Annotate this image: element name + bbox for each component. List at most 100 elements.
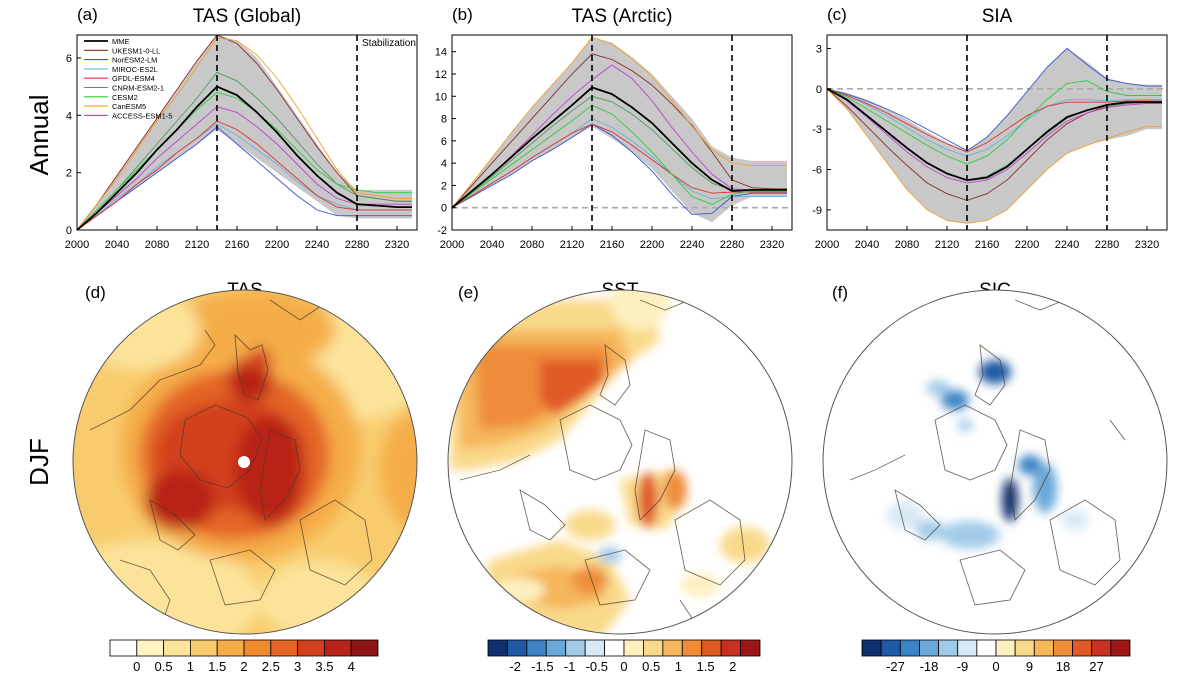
legend-label-miroc-es2l: MIROC-ES2L xyxy=(112,65,158,74)
panel-b-ytick-label: 4 xyxy=(441,158,447,170)
panel-b-ytick-label: 10 xyxy=(435,91,447,103)
colorbar-4-tick-label: 0 xyxy=(620,659,627,674)
colorbar-4-segment xyxy=(720,639,741,657)
panel-b-series-ukesm1-0-ll xyxy=(452,53,787,209)
panel-b-ytick-label: 0 xyxy=(441,203,447,215)
panel-a-series-gfdl-esm4 xyxy=(77,120,412,230)
colorbar-5-tick-label: 9 xyxy=(1026,659,1033,674)
colorbar-4-tick-label: 0.5 xyxy=(642,659,660,674)
panel-b-tag: (b) xyxy=(452,5,473,24)
panel-b-xtick-label: 2240 xyxy=(680,239,704,251)
panel-b-ytick-label: 14 xyxy=(435,47,447,59)
colorbar-3-segment xyxy=(136,639,165,657)
panel-a-series-mme xyxy=(77,85,412,230)
panel-a-ytick-label: 2 xyxy=(66,168,72,180)
panel-b-ytick-label: 2 xyxy=(441,180,447,192)
legend-label-canesm5: CanESM5 xyxy=(112,102,146,111)
panel-b-xtick-label: 2000 xyxy=(440,239,464,251)
colorbar-5-segment xyxy=(880,639,901,657)
colorbar-5-segment xyxy=(1110,639,1131,657)
colorbar-5-segment xyxy=(1072,639,1093,657)
panel-a-series-canesm5 xyxy=(77,37,412,230)
colorbar-3-segment xyxy=(163,639,191,657)
panel-b-ytick-label: 8 xyxy=(441,114,447,126)
panel-c-ytick-label: 0 xyxy=(816,84,822,96)
colorbar-5-tick-label: 0 xyxy=(992,659,999,674)
map-f-outline xyxy=(822,289,1168,635)
panel-c-series-access-esm1-5 xyxy=(827,88,1162,184)
map-d-tas: (d) TAS xyxy=(72,280,418,674)
colorbar-4-segment xyxy=(526,639,547,657)
panel-c-series-noresm2-lm xyxy=(827,47,1162,152)
colorbar-3-segment xyxy=(189,639,218,657)
colorbar-3-tick-label: 0.5 xyxy=(155,659,173,674)
panel-c-xtick-label: 2320 xyxy=(1135,239,1159,251)
colorbar-4-segment xyxy=(681,639,703,657)
panel-a-series-cesm2 xyxy=(77,91,412,230)
north-pole-marker xyxy=(238,456,250,468)
colorbar-3-segment xyxy=(109,639,138,657)
panel-c-ytick-label: 3 xyxy=(816,43,822,55)
colorbar-4-segment xyxy=(507,639,528,657)
panel-b-series-cesm2 xyxy=(452,104,787,209)
colorbar-4-tick-label: 2 xyxy=(729,659,736,674)
colorbar-5-tick-label: 18 xyxy=(1056,659,1070,674)
legend-label-mme: MME xyxy=(112,37,130,46)
panel-b-xtick-label: 2200 xyxy=(640,239,664,251)
panel-c-tag: (c) xyxy=(827,5,847,24)
map-f-field xyxy=(823,290,1167,634)
panel-a-xtick-label: 2160 xyxy=(225,239,249,251)
panel-b-frame xyxy=(451,34,793,231)
colorbar-4-segment xyxy=(701,639,722,657)
colorbar-3-segment xyxy=(323,639,352,657)
panel-b-xtick-label: 2280 xyxy=(720,239,744,251)
panel-a-frame xyxy=(76,34,418,231)
panel-a-series-noresm2-lm xyxy=(77,126,412,230)
panel-a-title: TAS (Global) xyxy=(193,6,301,27)
panel-c-ytick-label: -3 xyxy=(812,124,822,136)
panel-c-title: SIA xyxy=(982,6,1013,27)
colorbar-5-segment xyxy=(938,639,959,657)
panel-a-ytick-label: 0 xyxy=(66,225,72,237)
panel-c-ytick-label: -9 xyxy=(812,205,822,217)
panel-b-xtick-label: 2160 xyxy=(600,239,624,251)
colorbar-4-tick-label: -1.5 xyxy=(531,659,553,674)
colorbar-4-segment xyxy=(662,639,683,657)
colorbar-4-tick-label: 1.5 xyxy=(697,659,715,674)
colorbar-5-tick-label: -18 xyxy=(920,659,939,674)
panel-a-annotation: Stabilization xyxy=(362,38,416,49)
panel-c-ytick-label: -6 xyxy=(812,164,822,176)
panel-b-series-noresm2-lm xyxy=(452,123,787,215)
panel-c-xtick-label: 2280 xyxy=(1095,239,1119,251)
row-label-annual: Annual xyxy=(24,95,54,176)
colorbar-3-segment xyxy=(270,639,298,657)
panel-b-series-canesm5 xyxy=(452,36,787,208)
map-e-sst: (e) SST xyxy=(447,280,793,674)
colorbar-5-segment xyxy=(1014,639,1035,657)
colorbar-4-segment xyxy=(565,639,586,657)
panel-c-xtick-label: 2200 xyxy=(1015,239,1039,251)
panel-b-ytick-label: 12 xyxy=(435,69,447,81)
panel-c-series-canesm5 xyxy=(827,88,1162,224)
colorbar-5-segment xyxy=(919,639,939,657)
colorbar-3-tick-label: 3 xyxy=(294,659,301,674)
colorbar-5-tick-label: -27 xyxy=(886,659,905,674)
legend-label-cnrm-esm2-1: CNRM-ESM2-1 xyxy=(112,84,164,93)
colorbar-5-segment xyxy=(1053,639,1073,657)
panel-c-xtick-label: 2000 xyxy=(815,239,839,251)
colorbar-5-segment xyxy=(1033,639,1054,657)
panel-a-ytick-label: 4 xyxy=(66,110,72,122)
colorbar-3-segment xyxy=(350,639,379,657)
colorbar-5-segment xyxy=(861,639,882,657)
map-e-field xyxy=(448,290,792,634)
colorbar-5-tick-label: -9 xyxy=(957,659,969,674)
panel-c-frame xyxy=(826,34,1168,231)
panel-a-xtick-label: 2240 xyxy=(305,239,329,251)
colorbar-5-segment xyxy=(995,639,1016,657)
panel-b-series-mme xyxy=(452,86,787,209)
colorbar-5-segment xyxy=(957,639,978,657)
colorbar-5-tick-label: 27 xyxy=(1089,659,1103,674)
panel-b-ytick-label: 6 xyxy=(441,136,447,148)
panel-a-xtick-label: 2280 xyxy=(345,239,369,251)
map-d-outline xyxy=(72,289,418,635)
